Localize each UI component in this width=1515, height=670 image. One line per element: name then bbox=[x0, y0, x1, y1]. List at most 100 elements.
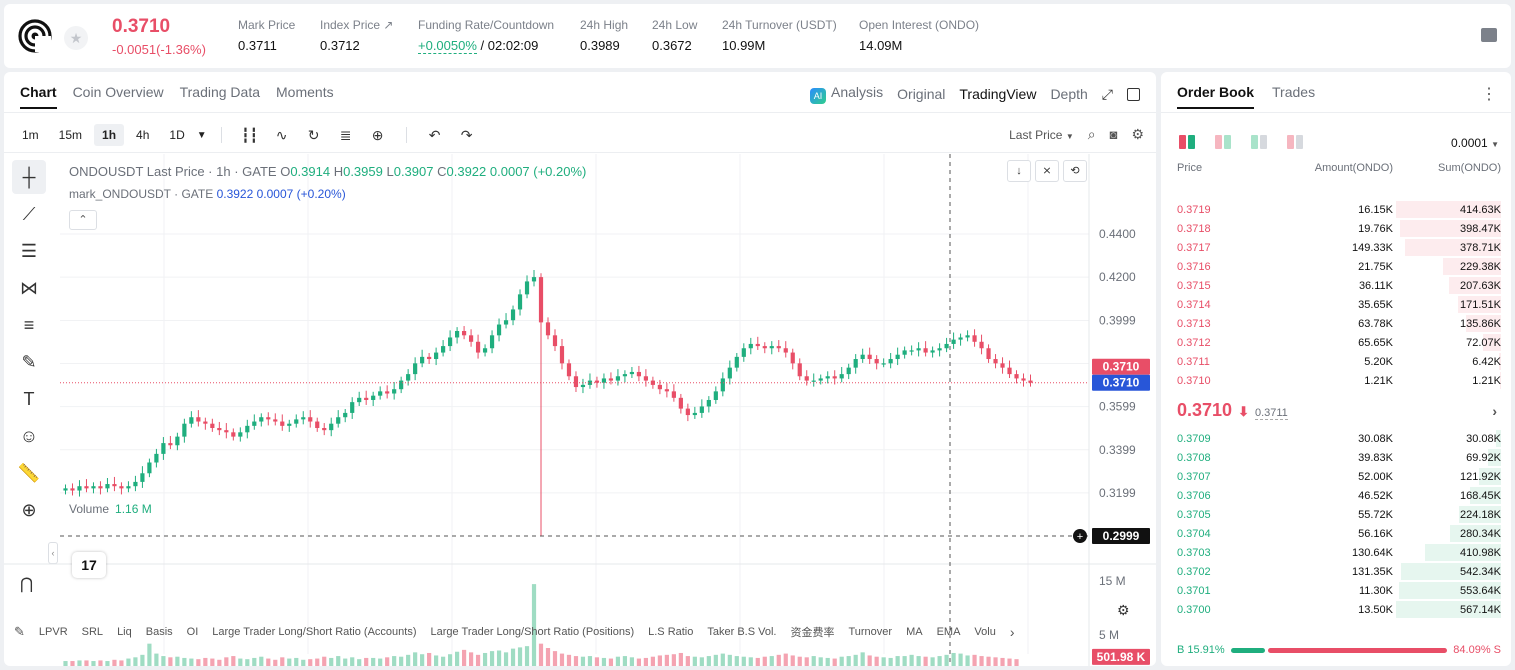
volume-bar bbox=[706, 656, 711, 666]
price-chart[interactable]: 0.4400 0.4200 0.3999 0.3599 0.3399 0.3199 15 M… bbox=[4, 154, 1156, 666]
timeframe-1d[interactable]: 1D bbox=[169, 128, 185, 142]
gear-icon[interactable]: ⚙ bbox=[1131, 126, 1144, 142]
indicator-6[interactable]: Large Trader Long/Short Ratio (Positions… bbox=[430, 626, 635, 638]
indicator-4[interactable]: OI bbox=[186, 626, 199, 638]
tab-trades[interactable]: Trades bbox=[1272, 84, 1316, 100]
more-options-icon[interactable]: ⋮ bbox=[1481, 86, 1497, 103]
collapse-icon[interactable]: ⨯ bbox=[1035, 160, 1059, 182]
ask-row[interactable]: 0.3718 19.76K 398.47K bbox=[1161, 219, 1511, 238]
ask-row[interactable]: 0.3710 1.21K 1.21K bbox=[1161, 371, 1511, 390]
timeframe-1h[interactable]: 1h bbox=[94, 124, 125, 146]
indicator-7[interactable]: L.S Ratio bbox=[648, 626, 694, 638]
tab-depth[interactable]: Depth bbox=[1050, 86, 1088, 102]
favorite-star-icon[interactable]: ★ bbox=[64, 26, 88, 50]
bid-row[interactable]: 0.3701 11.30K 553.64K bbox=[1161, 581, 1511, 600]
crosshair-icon[interactable]: ┼ bbox=[12, 160, 46, 194]
indicator-12[interactable]: EMA bbox=[936, 626, 961, 638]
indicator-8[interactable]: Taker B.S Vol. bbox=[707, 626, 777, 638]
indicators-icon[interactable]: ∿ bbox=[275, 126, 288, 143]
bid-row[interactable]: 0.3707 52.00K 121.92K bbox=[1161, 467, 1511, 486]
indicator-10[interactable]: Turnover bbox=[848, 626, 893, 638]
tab-chart[interactable]: Chart bbox=[20, 84, 57, 109]
ask-row[interactable]: 0.3717 149.33K 378.71K bbox=[1161, 238, 1511, 257]
tab-analysis[interactable]: AI Analysis bbox=[810, 84, 883, 104]
timeframe-15m[interactable]: 15m bbox=[58, 128, 83, 142]
view-both-icon[interactable] bbox=[1179, 135, 1195, 149]
undo-icon[interactable]: ↶ bbox=[428, 126, 441, 143]
chevron-right-icon[interactable]: › bbox=[1009, 624, 1015, 640]
exchange-logo[interactable] bbox=[18, 19, 52, 53]
tab-coin-overview[interactable]: Coin Overview bbox=[72, 84, 164, 100]
collapse-legend-button[interactable]: ⌃ bbox=[69, 210, 97, 230]
pattern-icon[interactable]: ⋈ bbox=[20, 277, 38, 298]
view-asks-icon[interactable] bbox=[1287, 135, 1303, 149]
ask-amount: 149.33K bbox=[1352, 241, 1393, 254]
ask-row[interactable]: 0.3715 36.11K 207.63K bbox=[1161, 276, 1511, 295]
ask-row[interactable]: 0.3719 16.15K 414.63K bbox=[1161, 200, 1511, 219]
book-icon[interactable] bbox=[1481, 28, 1497, 42]
ruler-icon[interactable]: 📏 bbox=[17, 462, 41, 483]
ask-row[interactable]: 0.3714 35.65K 171.51K bbox=[1161, 295, 1511, 314]
bid-row[interactable]: 0.3703 130.64K 410.98K bbox=[1161, 543, 1511, 562]
ask-row[interactable]: 0.3713 63.78K 135.86K bbox=[1161, 314, 1511, 333]
brush-icon[interactable]: ✎ bbox=[21, 351, 37, 372]
view-asks-bids-icon[interactable] bbox=[1215, 135, 1231, 149]
replay-icon[interactable]: ↻ bbox=[307, 126, 320, 143]
timeframe-1m[interactable]: 1m bbox=[22, 128, 39, 142]
fullscreen-icon[interactable]: ⤢ bbox=[1101, 85, 1113, 102]
tab-moments[interactable]: Moments bbox=[276, 84, 334, 100]
arrow-down-icon[interactable]: ↓ bbox=[1007, 160, 1031, 182]
text-icon[interactable]: T bbox=[23, 388, 35, 409]
indicator-13[interactable]: Volu bbox=[974, 626, 996, 638]
tradingview-logo[interactable]: 17 bbox=[72, 552, 106, 578]
camera-icon[interactable]: ◙ bbox=[1109, 127, 1118, 142]
ask-row[interactable]: 0.3711 5.20K 6.42K bbox=[1161, 352, 1511, 371]
indicator-1[interactable]: SRL bbox=[81, 626, 104, 638]
timeframe-dropdown-icon[interactable]: ▼ bbox=[196, 129, 207, 141]
bid-row[interactable]: 0.3705 55.72K 224.18K bbox=[1161, 505, 1511, 524]
axis-settings-icon[interactable]: ⚙ bbox=[1117, 602, 1130, 618]
indicator-0[interactable]: LPVR bbox=[38, 626, 68, 638]
ask-row[interactable]: 0.3712 65.65K 72.07K bbox=[1161, 333, 1511, 352]
bid-row[interactable]: 0.3702 131.35K 542.34K bbox=[1161, 562, 1511, 581]
volume-bar bbox=[839, 656, 844, 666]
tab-original[interactable]: Original bbox=[897, 86, 946, 102]
timeframe-4h[interactable]: 4h bbox=[136, 128, 150, 142]
search-icon[interactable]: ⌕ bbox=[1087, 126, 1096, 142]
bid-row[interactable]: 0.3709 30.08K 30.08K bbox=[1161, 429, 1511, 448]
indicator-2[interactable]: Liq bbox=[117, 626, 132, 638]
loop-icon[interactable]: ⟲ bbox=[1063, 160, 1087, 182]
price-type-select[interactable]: Last Price ▼ bbox=[1009, 128, 1074, 142]
fib-retracement-icon[interactable]: ☰ bbox=[20, 240, 38, 261]
projection-icon[interactable]: ≡ bbox=[23, 314, 35, 335]
redo-icon[interactable]: ↷ bbox=[460, 126, 473, 143]
tab-tradingview[interactable]: TradingView bbox=[959, 86, 1037, 102]
bid-row[interactable]: 0.3706 46.52K 168.45K bbox=[1161, 486, 1511, 505]
bid-row[interactable]: 0.3700 13.50K 567.14K bbox=[1161, 600, 1511, 619]
trend-line-icon[interactable]: ⟋ bbox=[22, 203, 36, 224]
funding-rate-value[interactable]: +0.0050% bbox=[418, 38, 477, 54]
bid-row[interactable]: 0.3708 39.83K 69.92K bbox=[1161, 448, 1511, 467]
ask-row[interactable]: 0.3716 21.75K 229.38K bbox=[1161, 257, 1511, 276]
window-icon[interactable] bbox=[1127, 87, 1140, 101]
tab-trading-data[interactable]: Trading Data bbox=[179, 84, 261, 100]
add-alert-icon[interactable]: ⊕ bbox=[371, 126, 384, 143]
templates-icon[interactable]: ≣ bbox=[339, 126, 352, 143]
pencil-icon[interactable]: ✎ bbox=[14, 624, 25, 639]
view-bids-icon[interactable] bbox=[1251, 135, 1267, 149]
indicator-3[interactable]: Basis bbox=[145, 626, 173, 638]
ask-sum: 378.71K bbox=[1460, 241, 1501, 254]
mid-price-row[interactable]: 0.3710 ⬇ 0.3711 › bbox=[1177, 400, 1497, 421]
magnet-icon[interactable]: ⋂ bbox=[20, 576, 34, 593]
indicator-9[interactable]: 资金费率 bbox=[790, 627, 835, 639]
indicator-11[interactable]: MA bbox=[906, 626, 923, 638]
precision-select[interactable]: 0.0001 ▼ bbox=[1451, 136, 1499, 150]
emoji-icon[interactable]: ☺ bbox=[19, 425, 39, 446]
tab-order-book[interactable]: Order Book bbox=[1177, 84, 1255, 109]
zoom-in-icon[interactable]: ⊕ bbox=[21, 499, 37, 520]
candle-type-icon[interactable]: ┇┇ bbox=[241, 126, 259, 143]
bid-row[interactable]: 0.3704 56.16K 280.34K bbox=[1161, 524, 1511, 543]
stat-index-price[interactable]: Index Price ↗ 0.3712 bbox=[320, 18, 394, 53]
depth-bar bbox=[1425, 544, 1501, 561]
indicator-5[interactable]: Large Trader Long/Short Ratio (Accounts) bbox=[212, 626, 417, 638]
